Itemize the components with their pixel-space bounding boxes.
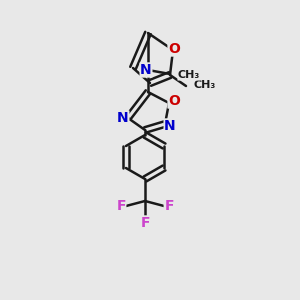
- Text: CH₃: CH₃: [193, 80, 215, 90]
- Text: N: N: [117, 111, 129, 125]
- Text: CH₃: CH₃: [178, 70, 200, 80]
- Text: F: F: [140, 216, 150, 230]
- Text: O: O: [168, 42, 180, 56]
- Text: F: F: [164, 199, 174, 213]
- Text: F: F: [116, 199, 126, 213]
- Text: N: N: [140, 63, 152, 77]
- Text: O: O: [168, 94, 180, 108]
- Text: N: N: [164, 119, 176, 133]
